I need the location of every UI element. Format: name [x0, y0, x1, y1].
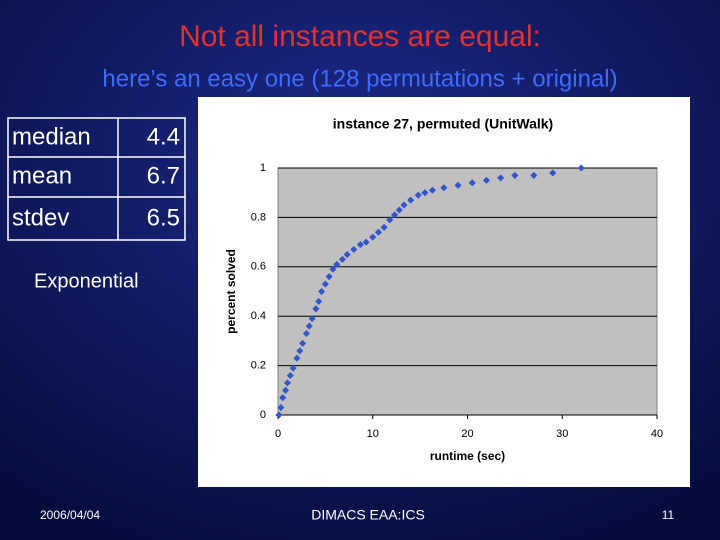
table-label: stdev	[12, 204, 69, 231]
table-border	[7, 117, 186, 241]
point	[511, 171, 519, 179]
point	[428, 186, 436, 194]
point	[356, 241, 364, 249]
point	[329, 265, 337, 273]
point	[277, 404, 285, 412]
x-tick-label: 20	[461, 428, 473, 440]
y-tick-label: 1	[260, 162, 266, 174]
x-axis-label: runtime (sec)	[430, 449, 505, 463]
table-value: 6.7	[147, 162, 180, 189]
point	[577, 164, 585, 172]
point	[530, 171, 538, 179]
point	[286, 371, 294, 380]
point	[454, 181, 462, 189]
slide-subtitle: here’s an easy one (128 permutations + o…	[102, 65, 617, 92]
point	[549, 169, 557, 177]
point	[282, 386, 290, 394]
point	[440, 184, 448, 192]
point	[333, 260, 341, 268]
point	[343, 250, 351, 258]
point	[421, 189, 429, 197]
point	[395, 206, 403, 214]
y-tick-label: 0.6	[251, 261, 266, 273]
x-tick-label: 40	[651, 428, 663, 440]
point	[315, 297, 323, 305]
point	[414, 191, 422, 199]
x-tick-label: 0	[275, 428, 281, 440]
point	[289, 364, 297, 372]
point	[283, 379, 292, 387]
point	[293, 354, 301, 362]
point	[386, 216, 394, 224]
slide-title: Not all instances are equal:	[179, 20, 541, 53]
point	[369, 233, 377, 241]
y-axis-label: percent solved	[224, 249, 238, 334]
point	[325, 273, 333, 281]
point	[338, 255, 346, 263]
footer-date: 2006/04/04	[40, 508, 100, 522]
point	[275, 411, 283, 419]
point	[279, 394, 287, 402]
footer-center: DIMACS EAA:ICS	[311, 507, 425, 523]
point	[318, 287, 326, 296]
point	[305, 322, 313, 330]
point	[302, 329, 310, 338]
x-tick-label: 30	[556, 428, 568, 440]
table-label: median	[12, 123, 91, 150]
point	[482, 176, 490, 184]
x-tick-label: 10	[367, 428, 379, 440]
table-label: mean	[12, 162, 72, 189]
point	[312, 305, 320, 313]
plot-area	[277, 167, 658, 416]
point	[308, 315, 316, 323]
point	[380, 223, 388, 231]
footer-page: 11	[662, 508, 675, 522]
point	[391, 211, 399, 219]
point	[362, 238, 370, 246]
point	[321, 280, 329, 288]
y-tick-label: 0.8	[251, 211, 266, 223]
point	[400, 201, 408, 209]
table-value: 4.4	[147, 123, 180, 150]
table-value: 6.5	[147, 204, 180, 231]
point	[350, 245, 358, 254]
y-tick-label: 0.2	[251, 360, 266, 372]
note: Exponential	[34, 270, 139, 292]
y-tick-label: 0.4	[251, 310, 266, 322]
chart-title: instance 27, permuted (UnitWalk)	[333, 116, 553, 132]
point	[374, 228, 382, 236]
point	[497, 174, 505, 182]
point	[299, 339, 307, 347]
point	[407, 196, 415, 204]
stats-table	[7, 117, 186, 241]
point	[468, 179, 476, 187]
y-tick-label: 0	[260, 409, 266, 421]
point	[296, 347, 304, 355]
